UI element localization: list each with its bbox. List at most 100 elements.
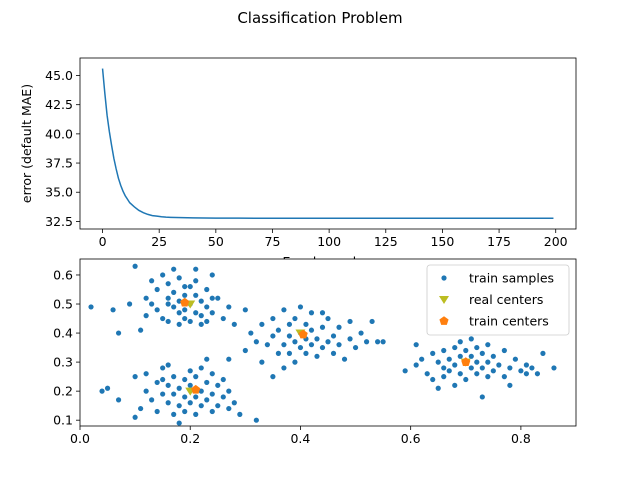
- y-tick-label: 45.0: [45, 68, 73, 83]
- x-tick-label: 200: [544, 234, 568, 249]
- train-sample-point: [275, 327, 281, 333]
- scatter-plot-y-ticks: 0.1 0.2 0.3 0.4 0.5 0.6: [53, 267, 80, 428]
- train-sample-point: [149, 397, 155, 403]
- train-sample-point: [457, 339, 463, 345]
- train-sample-point: [193, 292, 199, 298]
- x-tick-label: 50: [208, 234, 224, 249]
- train-sample-point: [160, 272, 166, 278]
- train-sample-point: [468, 365, 474, 371]
- legend-label: train centers: [469, 314, 549, 329]
- legend-triangle-down-marker: [439, 296, 449, 304]
- train-sample-point: [104, 385, 111, 391]
- train-sample-point: [220, 376, 226, 383]
- train-sample-point: [551, 365, 557, 371]
- train-sample-point: [347, 318, 353, 325]
- train-sample-point: [165, 400, 171, 406]
- train-sample-point: [474, 344, 480, 351]
- train-sample-point: [242, 347, 248, 354]
- train-sample-point: [182, 394, 188, 400]
- train-sample-point: [292, 359, 298, 365]
- train-sample-point: [143, 313, 149, 319]
- train-sample-point: [226, 304, 232, 310]
- train-sample-point: [474, 371, 480, 377]
- train-sample-point: [198, 298, 204, 304]
- train-sample-point: [215, 295, 221, 301]
- train-sample-point: [154, 307, 160, 313]
- train-sample-point: [336, 342, 342, 348]
- x-tick-label: 0.0: [70, 431, 90, 446]
- train-sample-point: [176, 298, 182, 304]
- train-sample-point: [319, 310, 326, 316]
- train-sample-point: [297, 344, 304, 351]
- train-sample-point: [413, 362, 419, 368]
- train-sample-point: [452, 344, 458, 351]
- train-sample-point: [446, 356, 452, 362]
- train-sample-point: [325, 315, 331, 322]
- train-sample-point: [204, 286, 210, 293]
- train-sample-point: [523, 362, 530, 368]
- train-sample-point: [220, 394, 226, 400]
- train-sample-point: [138, 327, 144, 333]
- train-sample-point: [165, 318, 171, 325]
- train-sample-point: [248, 330, 254, 336]
- train-sample-point: [485, 374, 491, 380]
- train-sample-point: [198, 313, 204, 319]
- train-sample-point: [308, 310, 315, 316]
- train-sample-point: [138, 405, 144, 412]
- train-sample-point: [171, 374, 177, 380]
- train-sample-point: [209, 295, 215, 301]
- x-tick-label: 25: [151, 234, 167, 249]
- train-sample-point: [281, 307, 287, 313]
- x-tick-label: 0: [99, 234, 107, 249]
- train-sample-point: [160, 376, 166, 383]
- train-sample-point: [413, 342, 419, 348]
- train-sample-point: [468, 353, 474, 359]
- y-tick-label: 32.5: [45, 214, 73, 229]
- train-sample-point: [253, 339, 259, 345]
- train-sample-point: [176, 321, 182, 327]
- train-sample-point: [435, 359, 441, 365]
- train-sample-point: [226, 405, 232, 412]
- train-sample-point: [286, 333, 293, 339]
- train-sample-point: [501, 347, 507, 354]
- train-sample-point: [330, 350, 337, 356]
- train-sample-point: [187, 283, 193, 290]
- train-sample-point: [319, 324, 326, 330]
- legend-label: train samples: [469, 271, 554, 286]
- train-sample-point: [452, 382, 458, 388]
- train-sample-point: [507, 382, 513, 388]
- train-sample-point: [209, 310, 215, 316]
- train-sample-point: [110, 307, 116, 313]
- train-sample-point: [512, 356, 518, 362]
- y-tick-label: 0.3: [53, 355, 73, 370]
- train-sample-point: [270, 315, 276, 322]
- train-sample-point: [220, 315, 226, 322]
- train-sample-point: [308, 342, 315, 348]
- error-curve-line: [101, 68, 554, 220]
- train-sample-point: [292, 315, 298, 322]
- train-sample-point: [523, 371, 530, 377]
- train-sample-point: [501, 374, 507, 380]
- x-tick-label: 100: [317, 234, 341, 249]
- x-tick-label: 75: [265, 234, 281, 249]
- train-sample-point: [182, 283, 188, 290]
- train-sample-point: [165, 362, 171, 368]
- train-sample-point: [352, 344, 359, 351]
- train-sample-point: [518, 368, 524, 374]
- train-sample-point: [507, 365, 513, 371]
- figure-title: Classification Problem: [237, 9, 402, 27]
- train-sample-point: [286, 321, 293, 327]
- y-tick-label: 35.0: [45, 185, 73, 200]
- train-sample-point: [286, 350, 293, 356]
- train-sample-point: [127, 301, 133, 307]
- train-sample-point: [187, 382, 193, 388]
- train-sample-point: [193, 374, 199, 380]
- train-sample-point: [330, 333, 337, 339]
- train-sample-point: [281, 365, 287, 371]
- train-sample-point: [165, 295, 171, 301]
- train-sample-point: [226, 388, 232, 394]
- train-sample-point: [485, 342, 491, 348]
- train-sample-point: [479, 350, 485, 356]
- train-sample-point: [88, 304, 94, 310]
